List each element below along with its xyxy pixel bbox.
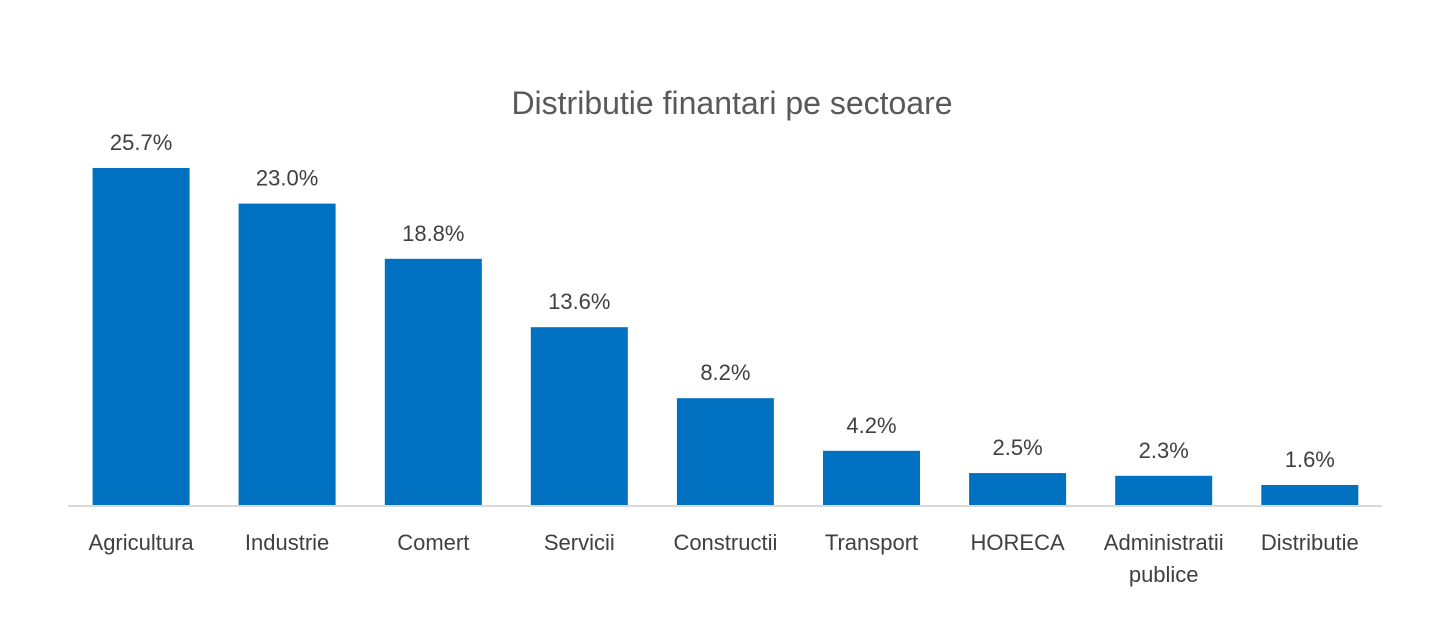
bar-value-label: 2.5% (993, 435, 1043, 460)
category-label: Administratii (1104, 530, 1224, 555)
category-label: Industrie (245, 530, 329, 555)
bar-value-label: 18.8% (402, 221, 464, 246)
bar-value-label: 13.6% (548, 289, 610, 314)
chart-title: Distributie finantari pe sectoare (511, 85, 952, 121)
category-label: HORECA (971, 530, 1065, 555)
bar-value-label: 4.2% (846, 413, 896, 438)
bar-value-label: 1.6% (1285, 447, 1335, 472)
bar-6 (823, 450, 920, 506)
bar-7 (969, 473, 1067, 506)
bar-3 (384, 258, 482, 506)
bar-2 (238, 203, 336, 506)
bar-1 (92, 168, 190, 506)
category-label: Comert (397, 530, 469, 555)
bar-9 (1261, 485, 1359, 506)
bar-value-label: 2.3% (1139, 438, 1189, 463)
bar-value-label: 25.7% (110, 130, 172, 155)
category-label: Servicii (544, 530, 615, 555)
category-label: Agricultura (89, 530, 195, 555)
category-label: Transport (825, 530, 918, 555)
labels-layer: 25.7% Agricultura 23.0% Industrie 18.8% Comer… (89, 130, 1359, 587)
bar-4 (530, 327, 628, 506)
category-label: publice (1129, 562, 1199, 587)
bar-8 (1115, 475, 1213, 506)
bar-5 (676, 398, 774, 506)
bars-layer (92, 168, 1359, 506)
bar-value-label: 23.0% (256, 166, 318, 191)
category-label: Constructii (673, 530, 777, 555)
category-label: Distributie (1261, 530, 1359, 555)
bar-value-label: 8.2% (700, 360, 750, 385)
